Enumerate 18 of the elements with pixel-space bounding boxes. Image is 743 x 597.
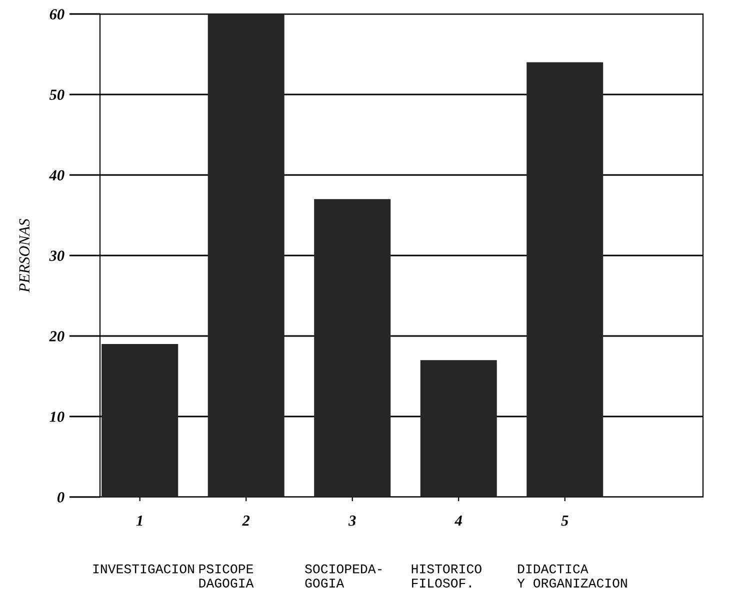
x-tick-label: 1 bbox=[136, 516, 142, 526]
y-tick-label: 20 bbox=[49, 331, 64, 342]
y-tick-label: 60 bbox=[50, 9, 64, 20]
x-tick-label: 2 bbox=[242, 516, 250, 526]
y-axis-title: PERSONAS bbox=[19, 218, 30, 292]
y-tick-label: 0 bbox=[57, 492, 64, 502]
y-tick-label: 40 bbox=[49, 170, 64, 180]
x-tick-label: 5 bbox=[561, 516, 568, 526]
y-tick-label: 10 bbox=[50, 412, 64, 422]
text: HISTORICO FILOSOF. bbox=[412, 564, 482, 588]
text: SOCIOPEDA- GOGIA bbox=[305, 564, 382, 588]
y-tick-label: 50 bbox=[49, 90, 64, 100]
x-tick-label: 3 bbox=[348, 516, 356, 526]
text: INVESTIGACION bbox=[93, 564, 194, 574]
x-tick-label: 4 bbox=[454, 516, 462, 526]
text: DIDACTICA Y ORGANIZACION bbox=[517, 564, 627, 588]
y-tick-label: 30 bbox=[49, 250, 64, 261]
text: PSICOPE DAGOGIA bbox=[199, 564, 254, 588]
